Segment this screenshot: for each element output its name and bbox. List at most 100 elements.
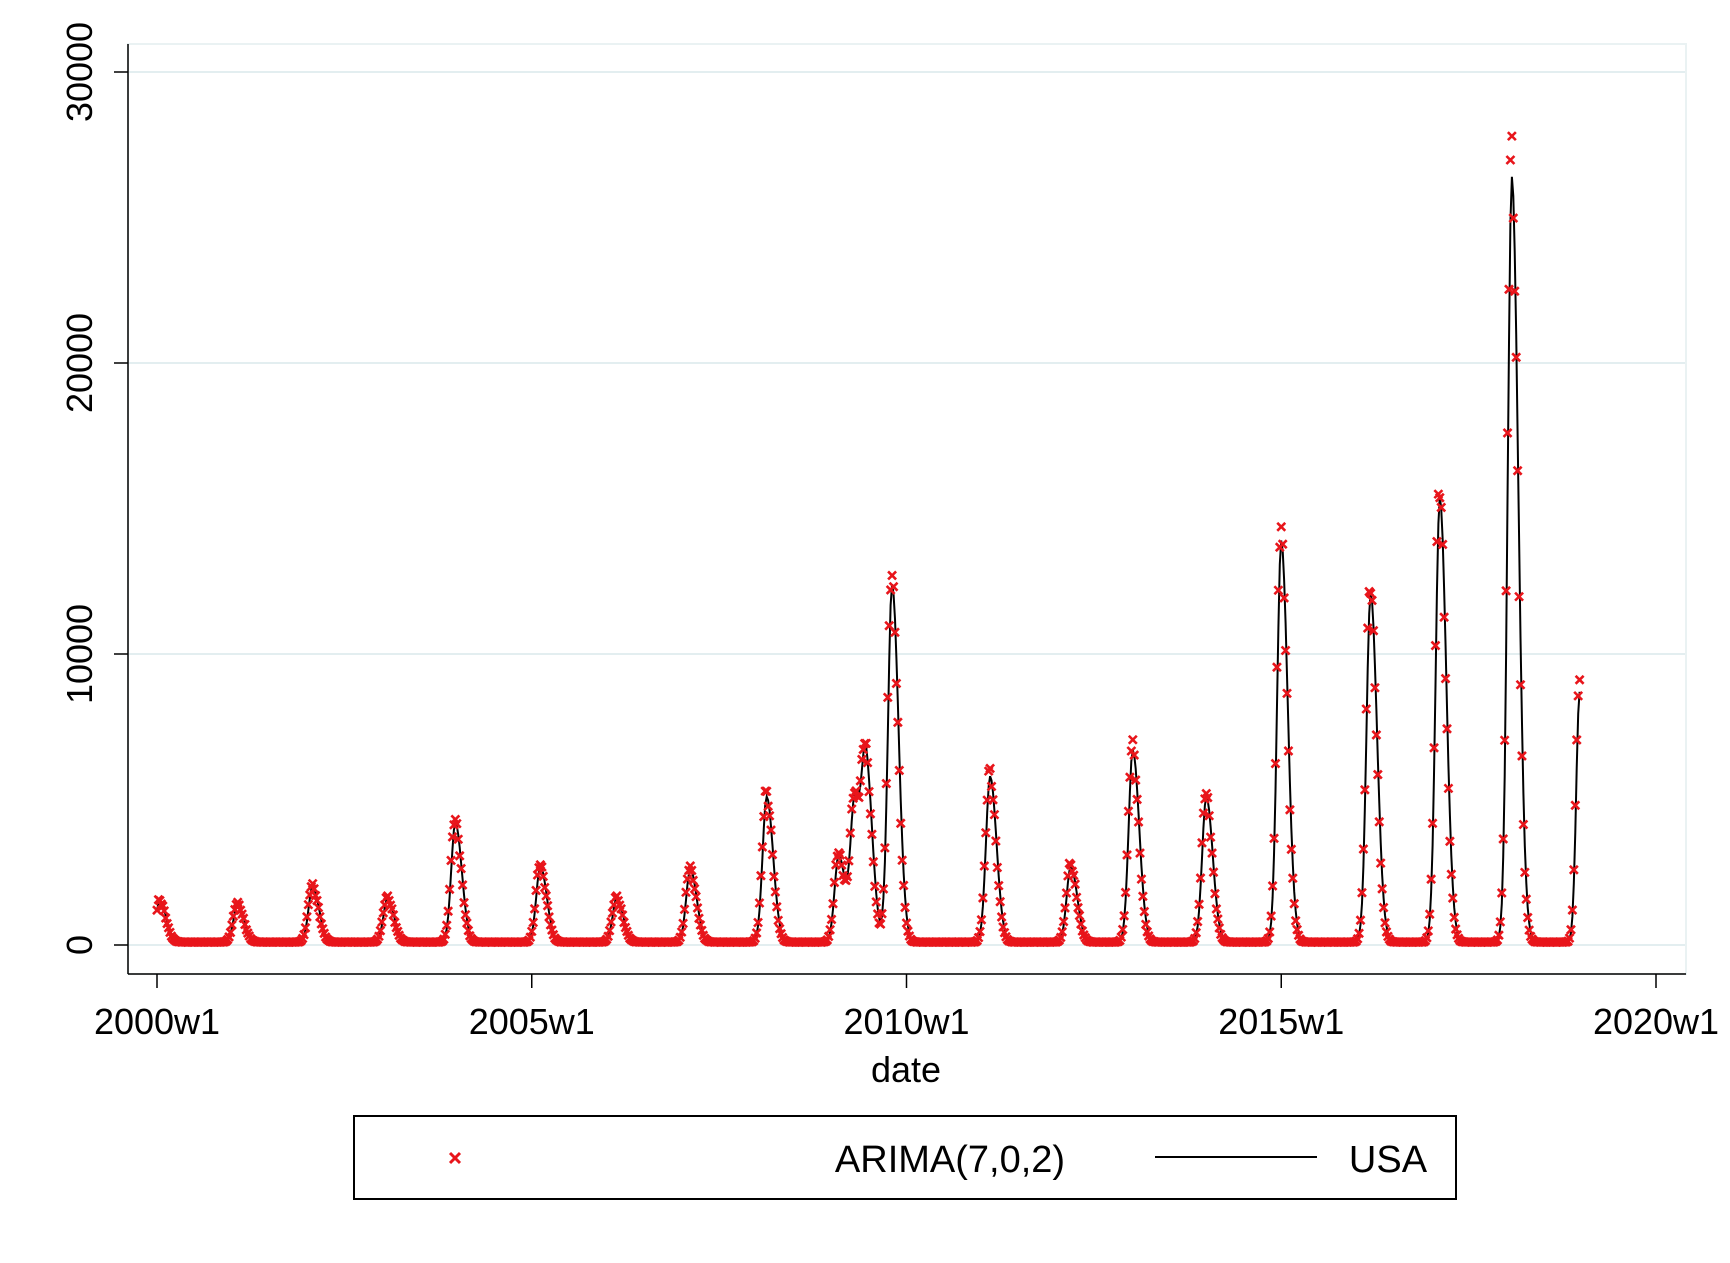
arima-point — [617, 910, 628, 920]
arima-point — [1269, 833, 1279, 844]
arima-point — [461, 918, 472, 929]
legend-label-arima: ARIMA(7,0,2) — [835, 1139, 1065, 1181]
arima-point — [1511, 352, 1522, 363]
arima-point — [301, 911, 312, 922]
arima-point — [1208, 867, 1219, 878]
arima-point — [761, 786, 772, 797]
arima-point — [688, 875, 699, 886]
arima-point — [989, 809, 1000, 820]
arima-point — [891, 678, 902, 689]
x-tick-label: 2000w1 — [94, 1001, 220, 1042]
arima-point — [1207, 848, 1217, 858]
arima-point — [1270, 758, 1281, 769]
arima-point — [1370, 682, 1380, 693]
arima-point — [606, 917, 616, 927]
arima-point — [1493, 930, 1504, 941]
arima-point — [1354, 928, 1365, 939]
arima-point — [1355, 915, 1366, 926]
arima-point — [1124, 772, 1135, 783]
arima-point — [1192, 916, 1203, 927]
arima-point — [689, 883, 700, 894]
arima-point — [539, 882, 550, 893]
arima-point — [1501, 585, 1512, 596]
arima-point — [854, 792, 864, 803]
arima-point — [531, 885, 541, 896]
arima-point — [1512, 465, 1523, 476]
arima-point — [1440, 673, 1451, 684]
arima-point — [313, 902, 324, 913]
arima-point — [1212, 914, 1223, 924]
arima-point — [829, 877, 840, 888]
arima-point — [1570, 800, 1581, 811]
x-tick-label: 2005w1 — [469, 1001, 595, 1042]
arima-point — [681, 887, 691, 898]
arima-point — [440, 929, 451, 940]
arima-point — [897, 855, 908, 866]
arima-point — [986, 781, 997, 792]
arima-point — [1273, 585, 1284, 596]
arima-point — [751, 928, 762, 938]
arima-point — [309, 883, 320, 894]
arima-point — [825, 924, 836, 935]
arima-point — [1277, 539, 1288, 550]
arima-point — [773, 915, 784, 926]
arima-point — [879, 842, 890, 853]
arima-point — [460, 909, 471, 920]
arima-point — [979, 861, 990, 871]
arima-point — [1204, 810, 1215, 821]
arima-point — [1444, 836, 1455, 847]
y-tick-label: 0 — [59, 935, 100, 955]
arima-point — [890, 627, 900, 638]
arima-point — [1429, 742, 1439, 753]
arima-point — [457, 880, 468, 890]
arima-point — [1130, 775, 1141, 786]
arima-point — [826, 914, 837, 925]
arima-point — [1508, 213, 1519, 223]
arima-point — [1375, 858, 1386, 869]
arima-point — [1282, 688, 1292, 699]
arima-point — [1574, 674, 1585, 685]
arima-point — [875, 919, 886, 930]
arima-point — [528, 917, 539, 928]
arima-point — [1495, 916, 1506, 927]
arima-point — [604, 925, 615, 936]
arima-point — [1573, 690, 1584, 701]
y-tick-label: 20000 — [59, 313, 100, 413]
arima-point — [1368, 625, 1379, 636]
arima-point — [1359, 784, 1370, 795]
arima-point — [1509, 286, 1520, 297]
arima-point — [866, 829, 877, 840]
arima-point — [443, 906, 454, 917]
arima-point — [388, 910, 399, 920]
arima-point — [1135, 848, 1145, 859]
arima-point — [887, 570, 898, 581]
arima-point — [766, 825, 776, 835]
arima-point — [895, 818, 906, 829]
arima-point — [1289, 898, 1300, 909]
arima-point — [763, 801, 774, 812]
arima-point — [1423, 925, 1434, 936]
arima-point — [1371, 730, 1382, 740]
arima-point — [1122, 849, 1132, 860]
arima-point — [1568, 864, 1579, 875]
arima-point — [1068, 870, 1079, 881]
arima-point — [1283, 746, 1294, 756]
arima-point — [456, 863, 467, 874]
arima-point — [1372, 769, 1383, 780]
arima-point — [1431, 536, 1442, 547]
arima-point — [1564, 933, 1575, 944]
arima-point — [877, 908, 887, 919]
arima-point — [995, 896, 1006, 907]
arima-point — [823, 931, 834, 942]
arima-point — [1276, 521, 1287, 532]
arima-point — [299, 929, 309, 940]
arima-point — [753, 917, 763, 928]
arima-point — [694, 913, 704, 924]
arima-point — [1198, 808, 1209, 819]
arima-point — [1058, 916, 1069, 927]
arima-point — [846, 804, 857, 814]
arima-point — [992, 862, 1003, 873]
arima-point — [538, 871, 549, 882]
arima-point — [544, 912, 554, 922]
arima-point — [868, 856, 879, 867]
